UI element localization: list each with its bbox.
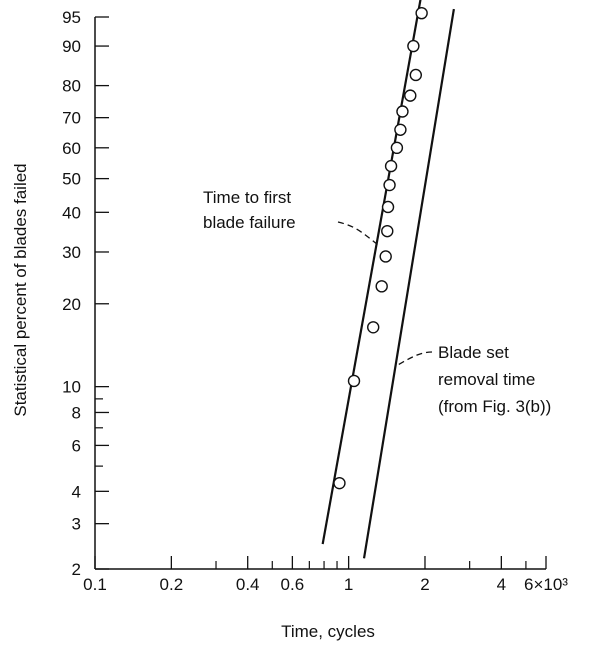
y-tick-label: 20 [62,295,81,314]
y-tick-label: 95 [62,8,81,27]
data-point [347,374,361,388]
data-point [381,200,395,214]
axes [94,17,546,570]
annotation-first-failure-line-1: Time to first [203,188,291,207]
data-point [394,123,407,136]
y-tick-label: 2 [72,560,81,579]
x-tick-label: 4 [497,575,506,594]
y-tick-label: 40 [62,203,81,222]
x-axis-title: Time, cycles [281,622,375,641]
data-point [404,89,417,102]
x-tick-label: 0.1 [83,575,107,594]
data-point [383,178,396,192]
y-tick-label: 10 [62,378,81,397]
annotation-removal-time: Blade set removal time (from Fig. 3(b)) [395,343,551,416]
x-tick-label: 6×10³ [524,575,568,594]
y-tick-label: 4 [72,482,81,501]
y-tick-label: 70 [62,109,81,128]
y-tick-label: 3 [72,515,81,534]
annotation-removal-line-3: (from Fig. 3(b)) [438,397,551,416]
x-tick-label: 0.4 [236,575,260,594]
y-tick-label: 90 [62,37,81,56]
x-tick-label: 1 [344,575,353,594]
data-point [367,321,380,334]
x-tick-label: 0.2 [160,575,184,594]
data-point [381,224,394,238]
data-point [384,159,398,173]
annotation-removal-line-2: removal time [438,370,535,389]
data-point [375,280,388,293]
data-point [409,68,423,82]
fit-lines [321,0,455,559]
fit-line-1 [321,0,422,545]
data-point [379,250,392,263]
y-tick-label: 60 [62,139,81,158]
annotation-first-failure-leader [337,221,379,246]
y-tick-label: 8 [72,403,81,422]
annotation-first-failure-line-2: blade failure [203,213,296,232]
y-tick-label: 80 [62,77,81,96]
data-point [415,6,428,20]
y-tick-label: 6 [72,436,81,455]
y-tick-label: 50 [62,170,81,189]
x-axis-ticks: 0.1 0.2 0.4 0.6 1 2 4 6×10³ [83,556,568,594]
annotation-removal-line-1: Blade set [438,343,509,362]
data-point [396,105,409,118]
x-tick-label: 2 [420,575,429,594]
data-point [390,141,404,155]
data-points [333,6,428,490]
fit-line-2 [362,8,455,559]
y-axis-ticks: 2 3 4 6 8 10 20 30 40 50 60 70 80 90 95 [62,8,109,579]
annotation-first-failure: Time to first blade failure [203,188,379,246]
y-tick-label: 30 [62,243,81,262]
y-axis-title: Statistical percent of blades failed [11,163,30,416]
annotation-removal-leader [395,351,433,367]
data-point [333,476,346,490]
x-tick-label: 0.6 [281,575,305,594]
data-point [407,39,420,53]
